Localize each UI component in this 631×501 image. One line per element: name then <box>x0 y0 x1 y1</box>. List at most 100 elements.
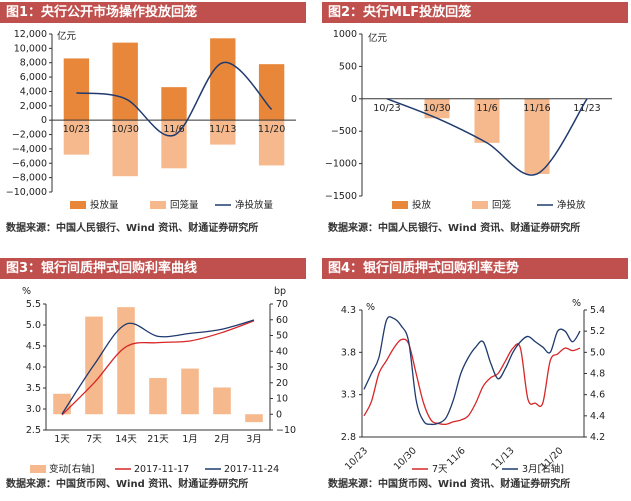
y-tick-label: −2,000 <box>12 130 47 141</box>
y-tick-label-right: 60 <box>276 315 288 326</box>
panel-mlf: 图2：央行MLF投放回笼 亿元 1000 500 0 −500 −1000 −1500 10/… <box>322 0 628 245</box>
y-tick-label: −4,000 <box>12 144 47 155</box>
legend-label: 2017-11-24 <box>224 464 279 475</box>
bar-withdraw <box>524 98 550 174</box>
y-tick-label-left: 4.5 <box>26 341 41 352</box>
chart-mlf: 亿元 1000 500 0 −500 −1000 −1500 10/23 10/30 11/6 11… <box>325 29 612 211</box>
y-tick-label: 6,000 <box>20 72 47 83</box>
bar-withdraw <box>424 98 450 119</box>
bar-change <box>245 414 263 423</box>
y-tick-label-right: 20 <box>276 378 288 389</box>
legend-label: 投放 <box>412 199 432 211</box>
y-tick-label-right: 0 <box>276 409 282 420</box>
y-tick-label: −8,000 <box>12 173 47 184</box>
bar-change <box>117 307 135 415</box>
legend-label: 净投放 <box>557 199 586 211</box>
left-unit: % <box>366 302 375 313</box>
bar-withdraw <box>474 98 500 143</box>
y-tick-label-left: 4.0 <box>26 362 41 373</box>
right-unit: % <box>572 298 581 309</box>
x-tick-label: 1天 <box>54 434 70 445</box>
y-tick-label: −10,000 <box>6 187 47 198</box>
y-tick-label-right: −10 <box>276 425 296 436</box>
x-tick-label: 10/30 <box>112 124 139 135</box>
bar-withdraw <box>210 120 236 145</box>
rate-line-2 <box>61 319 255 415</box>
y-tick-label-left: 2.5 <box>26 425 41 436</box>
source-note: 数据来源：中国人民银行、Wind 资讯、财通证券研究所 <box>6 223 259 234</box>
legend-label: 7天 <box>432 464 448 475</box>
rate-line-1 <box>61 320 255 416</box>
y-tick-label: −1500 <box>325 191 357 202</box>
x-tick-label: 11/20 <box>258 124 285 135</box>
x-tick-label: 11/6 <box>476 103 497 114</box>
legend-label: 变动[右轴] <box>49 463 94 475</box>
y-tick-label: 2,000 <box>20 101 47 112</box>
y-tick-label-right: 50 <box>276 331 288 342</box>
legend-swatch <box>392 201 408 209</box>
legend-label: 回笼 <box>492 199 512 211</box>
legend-swatch <box>30 465 46 473</box>
x-tick-label: 10/23 <box>63 124 90 135</box>
legend-label: 3月[右轴] <box>522 463 564 475</box>
y-tick-label-left: 4.3 <box>341 305 356 316</box>
y-tick-label-left: 5.0 <box>26 320 41 331</box>
net-injection-line <box>76 61 273 137</box>
y-tick-label: 10,000 <box>14 43 47 54</box>
bar-inject <box>258 64 285 121</box>
x-tick-label: 1月 <box>182 434 198 445</box>
source-note: 数据来源：中国人民银行、Wind 资讯、财通证券研究所 <box>328 223 581 234</box>
unit-label: 亿元 <box>57 30 77 42</box>
right-unit: bp <box>274 286 286 297</box>
x-tick-label: 11/23 <box>573 103 600 114</box>
trend-line-1 <box>363 316 581 426</box>
x-tick-label: 11/6 <box>445 445 468 468</box>
y-tick-label: 500 <box>339 61 357 72</box>
y-tick-label-right: 4.2 <box>590 432 605 443</box>
y-tick-label-right: 5.4 <box>590 305 605 316</box>
chart-omo: 亿元 12,000 10,000 8,000 6,000 4,000 2,000 0 −2,00… <box>6 29 296 211</box>
y-tick-label: 0 <box>41 115 47 126</box>
left-unit: % <box>22 286 31 297</box>
panel-title: 图4：银行间质押式回购利率走势 <box>322 258 628 279</box>
x-tick-label: 10/23 <box>343 445 370 472</box>
x-tick-label: 7天 <box>86 434 102 445</box>
bar-inject <box>210 38 236 121</box>
x-tick-label: 10/30 <box>423 103 450 114</box>
trend-line-0 <box>363 338 581 426</box>
net-injection-line <box>386 98 588 176</box>
y-tick-label-left: 3.5 <box>26 383 41 394</box>
bar-change <box>213 387 231 415</box>
panel-repo-curve: 图3：银行间质押式回购利率曲线 % bp 5.5 5.0 4.5 4.0 3.5 3.0 2.5… <box>0 256 306 501</box>
y-tick-label-right: 4.6 <box>590 390 605 401</box>
panel-title: 图1：央行公开市场操作投放回笼 <box>0 2 306 23</box>
legend-swatch <box>472 201 488 209</box>
bar-inject <box>112 42 138 121</box>
legend-swatch <box>70 201 86 209</box>
legend-label: 净投放量 <box>235 199 274 211</box>
bar-inject <box>161 87 187 121</box>
y-tick-label: 4,000 <box>20 86 47 97</box>
bar-inject <box>63 58 90 121</box>
x-tick-label: 3月 <box>246 434 262 445</box>
y-tick-label: −1000 <box>325 159 357 170</box>
chart-repo-trend: % % 4.3 3.8 3.3 2.8 5.4 5.2 5.0 4.8 4.6 4.4 4.2 10/23… <box>341 298 605 475</box>
panel-repo-trend: 图4：银行间质押式回购利率走势 %% 4.3 3.8 3.3 2.8 5.4 5.2 5.0 4… <box>322 256 628 501</box>
x-tick-label: 2月 <box>214 434 230 445</box>
y-tick-label-left: 3.3 <box>341 390 356 401</box>
y-tick-label: −6,000 <box>12 158 47 169</box>
bar-withdraw <box>63 120 90 155</box>
x-tick-label: 14天 <box>115 434 137 445</box>
y-tick-label-left: 2.8 <box>341 432 356 443</box>
x-tick-label: 11/6 <box>163 124 184 135</box>
y-tick-label: −500 <box>331 126 357 137</box>
y-tick-label-right: 5.2 <box>590 326 605 337</box>
legend-label: 2017-11-17 <box>134 464 189 475</box>
y-tick-label-left: 3.0 <box>26 404 41 415</box>
bar-change <box>53 393 71 415</box>
legend-label: 回笼量 <box>170 199 199 211</box>
y-tick-label-right: 30 <box>276 362 288 373</box>
legend-label: 投放量 <box>90 199 119 211</box>
y-tick-label-right: 4.8 <box>590 369 605 380</box>
bar-change <box>149 378 167 415</box>
